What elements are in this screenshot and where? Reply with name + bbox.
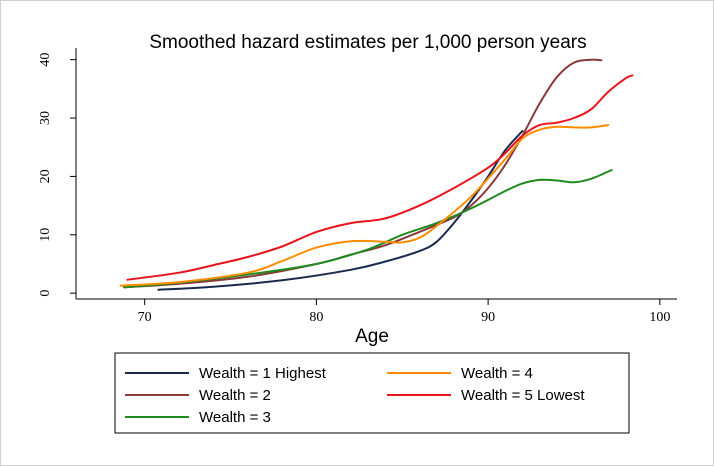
legend-box	[114, 352, 630, 434]
legend-label-2: Wealth = 2	[199, 387, 271, 404]
plot-area	[119, 58, 634, 291]
legend-label-5: Wealth = 5 Lowest	[461, 387, 585, 404]
x-tick-label: 80	[309, 310, 323, 325]
chart-title: Smoothed hazard estimates per 1,000 pers…	[149, 32, 586, 53]
axis-ticks: 70 80 90 100 0 10 20 30 40	[38, 53, 670, 325]
x-tick-label: 90	[481, 310, 495, 325]
y-tick-label: 0	[38, 290, 53, 297]
y-tick-label: 40	[38, 53, 53, 67]
y-tick-label: 30	[38, 111, 53, 125]
x-axis-label: Age	[355, 326, 389, 347]
series-line-1	[157, 129, 524, 291]
series-line-4	[119, 124, 610, 287]
series-line-2	[123, 58, 603, 289]
y-tick-label: 20	[38, 169, 53, 183]
legend-label-3: Wealth = 3	[199, 409, 271, 426]
axes	[75, 48, 677, 300]
x-tick-label: 100	[649, 310, 670, 325]
x-tick-label: 70	[138, 310, 152, 325]
legend: Wealth = 1 Highest Wealth = 2 Wealth = 3 We…	[114, 352, 630, 434]
series-line-5	[126, 74, 634, 281]
legend-label-4: Wealth = 4	[461, 365, 533, 382]
series-line-3	[123, 169, 613, 289]
y-tick-label: 10	[38, 228, 53, 242]
legend-label-1: Wealth = 1 Highest	[199, 365, 327, 382]
